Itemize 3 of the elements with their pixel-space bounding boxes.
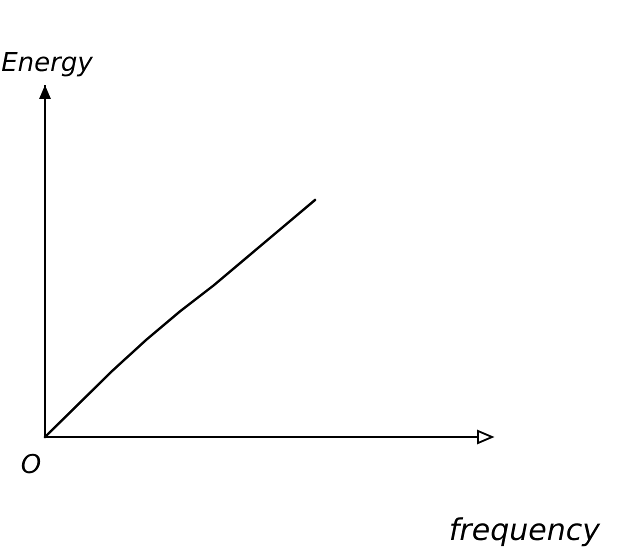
y-axis-title: Energy	[1, 48, 94, 78]
x-axis-title: frequency	[448, 513, 602, 548]
text: O	[20, 450, 42, 480]
